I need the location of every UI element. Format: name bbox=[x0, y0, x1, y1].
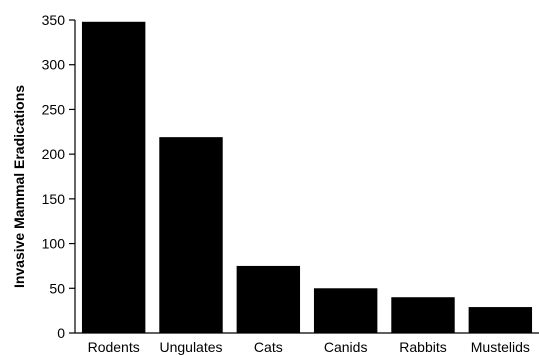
y-tick-label: 0 bbox=[57, 325, 65, 341]
y-tick-label: 50 bbox=[49, 280, 65, 296]
y-tick-label: 150 bbox=[42, 191, 66, 207]
y-tick-label: 250 bbox=[42, 101, 66, 117]
y-tick-label: 200 bbox=[42, 146, 66, 162]
x-tick-label-mustelids: Mustelids bbox=[471, 339, 530, 355]
bars bbox=[81, 21, 533, 333]
x-axis-labels: Rodents Ungulates Cats Canids Rabbits Musteli… bbox=[88, 339, 530, 355]
bar-cats bbox=[236, 265, 301, 333]
bar-rabbits bbox=[391, 297, 455, 333]
bar-ungulates bbox=[159, 137, 223, 333]
y-axis-title: Invasive Mammal Eradications bbox=[11, 85, 27, 288]
x-tick-label-rodents: Rodents bbox=[88, 339, 140, 355]
x-tick-label-rabbits: Rabbits bbox=[399, 339, 446, 355]
bar-rodents bbox=[81, 21, 146, 333]
x-tick-label-canids: Canids bbox=[324, 339, 368, 355]
x-tick-label-cats: Cats bbox=[254, 339, 283, 355]
y-tick-label: 350 bbox=[42, 12, 66, 28]
bar-mustelids bbox=[468, 307, 533, 333]
x-tick-label-ungulates: Ungulates bbox=[159, 339, 222, 355]
y-tick-label: 100 bbox=[42, 236, 66, 252]
bar-canids bbox=[313, 288, 378, 333]
y-tick-label: 300 bbox=[42, 57, 66, 73]
y-axis-ticks: 0 50 100 150 200 250 300 350 bbox=[42, 12, 75, 341]
